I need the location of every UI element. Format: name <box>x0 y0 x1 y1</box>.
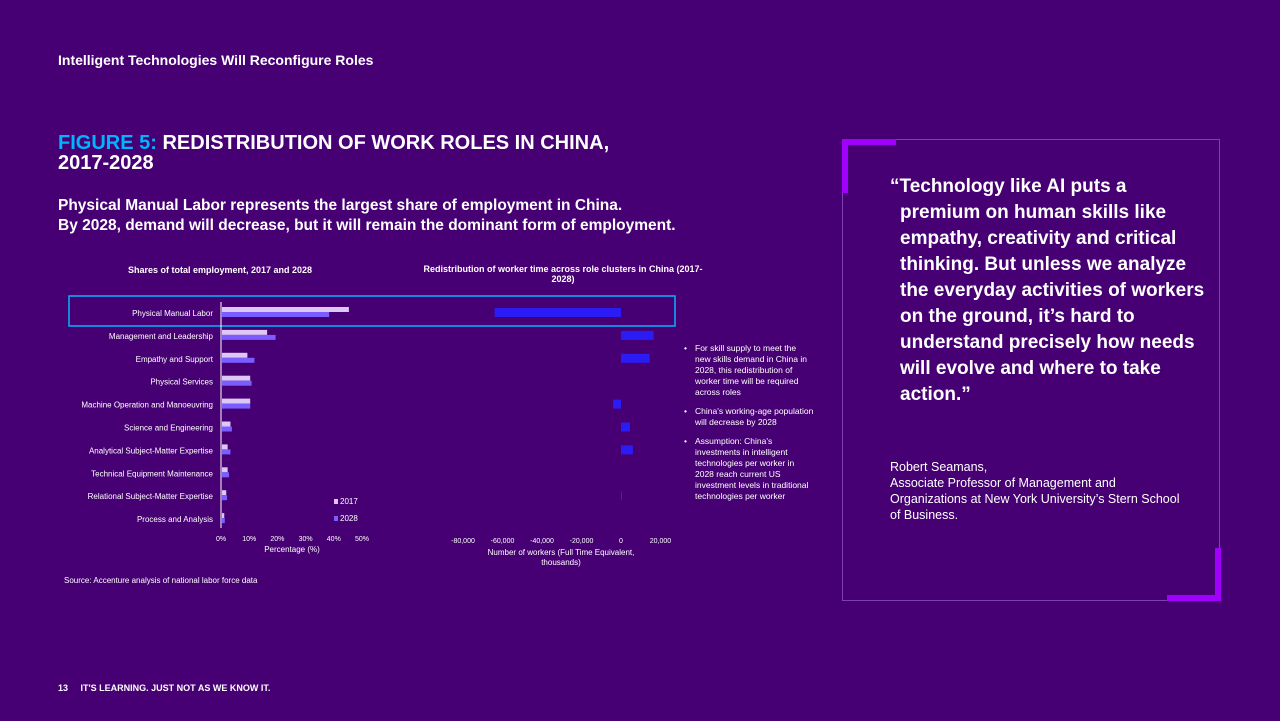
category-label: Machine Operation and Manoeuvring <box>81 401 213 410</box>
legend-swatch-2017 <box>334 499 338 504</box>
bar-2028 <box>222 495 228 501</box>
redistribution-bar <box>621 422 630 432</box>
right-chart-title: Redistribution of worker time across rol… <box>423 264 703 284</box>
category-label: Empathy and Support <box>136 355 214 364</box>
x-tick-label: 10% <box>242 536 256 543</box>
redistribution-bar <box>621 491 622 501</box>
bar-2028 <box>222 426 232 432</box>
bar-2028 <box>222 380 252 386</box>
section-title: Intelligent Technologies Will Reconfigur… <box>58 52 374 68</box>
bar-2028 <box>222 334 276 340</box>
x-tick-label: 50% <box>355 536 369 543</box>
category-label: Physical Manual Labor <box>132 309 213 318</box>
bar-2017 <box>222 398 251 404</box>
note-item: For skill supply to meet the new skills … <box>684 343 814 398</box>
footer-text: IT'S LEARNING. JUST NOT AS WE KNOW IT. <box>80 683 271 693</box>
category-label: Management and Leadership <box>109 332 214 341</box>
quote-author: Robert Seamans, Associate Professor of M… <box>890 459 1190 523</box>
x-tick-label: 20,000 <box>650 538 672 545</box>
left-chart-title: Shares of total employment, 2017 and 202… <box>127 265 313 275</box>
redistribution-bar <box>621 330 654 340</box>
category-label: Analytical Subject-Matter Expertise <box>89 446 214 455</box>
corner-accent <box>842 139 896 145</box>
bar-2017 <box>222 444 228 450</box>
x-axis-label: Number of workers (Full Time Equivalent,… <box>488 548 635 567</box>
source-note: Source: Accenture analysis of national l… <box>64 576 258 585</box>
bar-2028 <box>222 312 330 317</box>
corner-accent <box>1167 595 1221 601</box>
bar-2028 <box>222 449 231 455</box>
bar-2028 <box>222 472 230 478</box>
legend-swatch-2028 <box>334 516 338 521</box>
subtitle-line-1: Physical Manual Labor represents the lar… <box>58 197 623 214</box>
category-label: Relational Subject-Matter Expertise <box>88 492 214 501</box>
redistribution-bar <box>621 353 650 363</box>
x-tick-label: 40% <box>327 536 341 543</box>
bar-2028 <box>222 518 225 524</box>
x-axis-label: Percentage (%) <box>264 545 320 554</box>
bar-2017 <box>222 329 268 335</box>
notes-list: For skill supply to meet the new skills … <box>684 343 814 510</box>
quote-text: “Technology like AI puts a premium on hu… <box>890 176 1205 405</box>
legend-label-2017: 2017 <box>340 497 358 506</box>
figure-subtitle: Physical Manual Labor represents the lar… <box>58 196 798 236</box>
bar-2017 <box>222 375 251 381</box>
corner-accent <box>842 139 848 193</box>
bar-2017 <box>222 490 227 496</box>
highlight-box <box>68 295 676 327</box>
figure-title-text: REDISTRIBUTION OF WORK ROLES IN CHINA, 2… <box>58 132 610 174</box>
subtitle-line-2: By 2028, demand will decrease, but it wi… <box>58 217 676 234</box>
x-tick-label: 0 <box>619 538 623 545</box>
redistribution-bar <box>621 445 633 455</box>
bar-2017 <box>222 513 225 519</box>
bar-2017 <box>222 421 231 427</box>
bar-2017 <box>222 467 228 473</box>
category-label: Technical Equipment Maintenance <box>91 469 213 478</box>
redistribution-bar <box>613 399 621 409</box>
x-tick-label: -60,000 <box>491 538 515 545</box>
legend-label-2028: 2028 <box>340 514 358 523</box>
figure-title: FIGURE 5: REDISTRIBUTION OF WORK ROLES I… <box>58 133 618 173</box>
x-tick-label: -80,000 <box>451 538 475 545</box>
x-tick-label: -40,000 <box>530 538 554 545</box>
x-tick-label: 30% <box>299 536 313 543</box>
bar-2017 <box>222 307 349 312</box>
quote-box <box>842 139 1220 601</box>
x-tick-label: -20,000 <box>570 538 594 545</box>
category-label: Science and Engineering <box>124 424 213 433</box>
category-label: Physical Services <box>150 378 213 387</box>
author-name: Robert Seamans, <box>890 460 988 474</box>
corner-accent <box>1215 548 1221 601</box>
bar-2028 <box>222 403 251 409</box>
x-tick-label: 0% <box>216 536 226 543</box>
bar-2017 <box>222 352 248 358</box>
note-item: Assumption: China's investments in intel… <box>684 436 814 502</box>
redistribution-bar <box>494 308 621 317</box>
x-tick-label: 20% <box>270 536 284 543</box>
figure-label: FIGURE 5: <box>58 132 157 154</box>
author-title: Associate Professor of Management and Or… <box>890 476 1180 522</box>
category-label: Process and Analysis <box>137 515 213 524</box>
note-item: China's working-age population will decr… <box>684 406 814 428</box>
page-number: 13 <box>58 683 69 693</box>
footer: 13 IT'S LEARNING. JUST NOT AS WE KNOW IT… <box>58 683 270 693</box>
bar-2028 <box>222 357 255 363</box>
